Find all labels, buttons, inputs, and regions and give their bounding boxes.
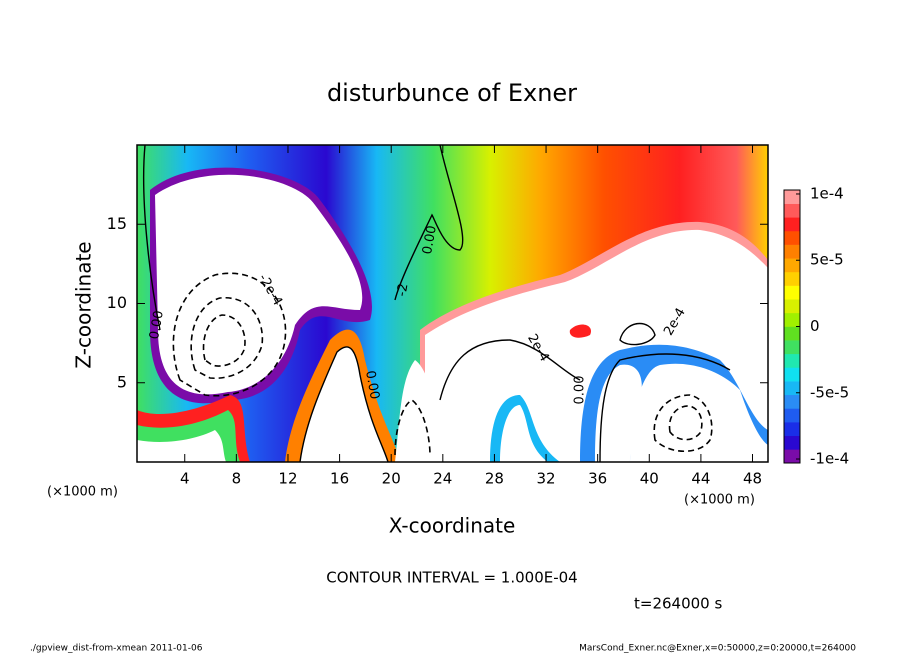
x-tick-label: 24 [433,470,452,488]
x-tick-label: 48 [743,470,762,488]
colorbar-band [784,230,800,245]
contour-label: 0.00 [420,224,440,255]
time-label: t=264000 s [634,595,722,613]
contour-label: 0.00 [573,376,588,405]
x-tick-label: 8 [232,470,242,488]
x-tick-label: 4 [180,470,190,488]
colorbar-band [784,449,800,464]
x-unit: (×1000 m) [47,485,118,500]
colorbar-label: -1e-4 [810,450,849,468]
colorbar-label: 1e-4 [810,184,844,202]
colorbar-band [784,271,800,286]
contour-label: -2 [394,282,411,297]
colorbar-band [784,381,800,396]
colorbar-band [784,190,800,204]
x-tick-label: 44 [691,470,710,488]
x-tick-label: 16 [330,470,349,488]
colorbar-band [784,353,800,368]
x-tick-label: 12 [278,470,297,488]
x-tick-label: 28 [485,470,504,488]
colorbar-label: -5e-5 [810,383,849,401]
colorbar-band [784,285,800,300]
colorbar-band [784,312,800,327]
x-axis-label: X-coordinate [389,514,516,538]
footer-right: MarsCond_Exner.nc@Exner,x=0:50000,z=0:20… [579,644,856,654]
x-tick-label: 36 [588,470,607,488]
colorbar-band [784,422,800,436]
x-tick-label: 32 [537,470,556,488]
x-tick-label: 20 [382,470,401,488]
colorbar-band [784,326,800,341]
colorbar-band [784,299,800,314]
colorbar-band [784,244,800,259]
colorbar-band [784,258,800,273]
x-unit: (×1000 m) [684,493,755,508]
colorbar-label: 0 [810,317,820,335]
contour-label: 0.00 [147,309,167,340]
chart-title: disturbunce of Exner [327,79,577,107]
field [137,145,768,462]
x-tick-label: 40 [640,470,659,488]
footer-left: ./gpview_dist-from-xmean 2011-01-06 [30,644,203,654]
colorbar-label: 5e-5 [810,251,844,269]
colorbar-band [784,435,800,450]
y-tick-label: 5 [117,372,127,391]
y-axis-label: Z-coordinate [72,241,96,368]
contour-interval: CONTOUR INTERVAL = 1.000E-04 [326,569,577,587]
colorbar-band [784,367,800,382]
y-tick-label: 15 [107,214,127,233]
colorbar-band [784,340,800,355]
colorbar-band [784,408,800,423]
colorbar-band [784,394,800,409]
colorbar-band [784,203,800,218]
colorbar-band [784,217,800,232]
y-tick-label: 10 [107,293,127,312]
contour-label: 0.00 [362,369,382,400]
